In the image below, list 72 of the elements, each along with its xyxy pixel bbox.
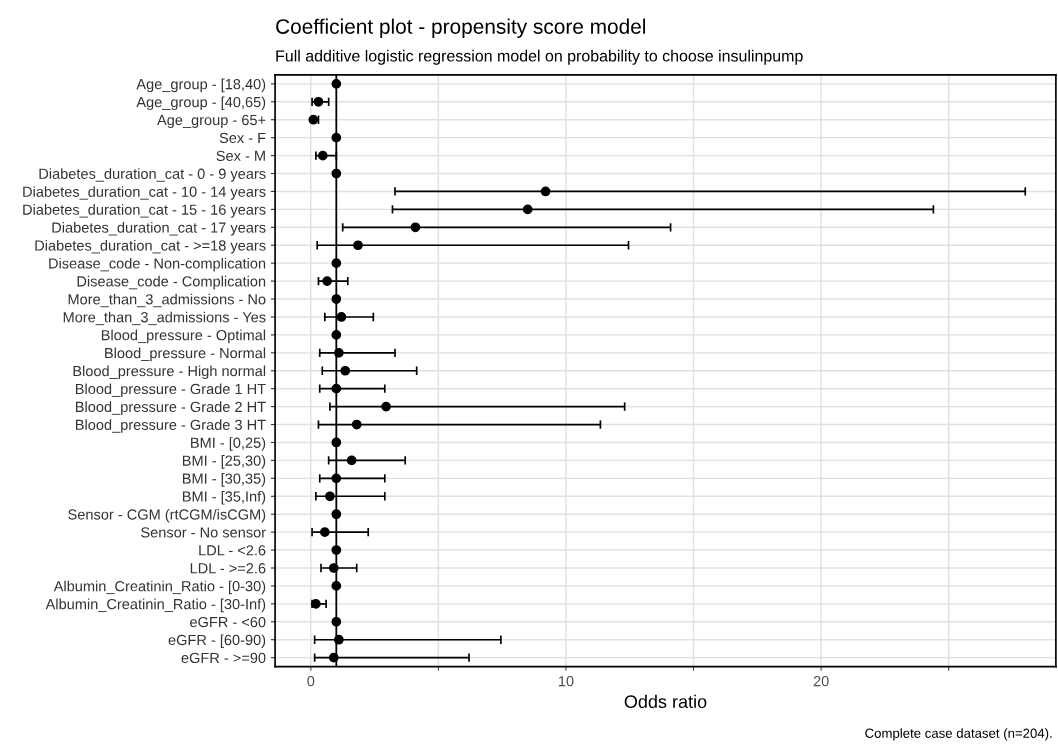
y-tick-label: Sensor - CGM (rtCGM/isCGM) bbox=[68, 508, 266, 523]
y-tick-label: Age_group - [18,40) bbox=[136, 78, 266, 93]
y-tick-label: Diabetes_duration_cat - 0 - 9 years bbox=[39, 168, 266, 182]
point bbox=[331, 473, 342, 484]
point bbox=[331, 168, 342, 179]
y-tick-label: Blood_pressure - Optimal bbox=[101, 329, 266, 344]
y-tick-label: Blood_pressure - Normal bbox=[105, 347, 266, 362]
point bbox=[331, 581, 342, 591]
y-tick-label: BMI - [0,25) bbox=[191, 437, 266, 451]
y-tick-label: Sex - F bbox=[219, 132, 266, 144]
y-tick-label: BMI - [30,35) bbox=[182, 473, 266, 487]
y-tick-label: Age_group - 65+ bbox=[157, 114, 266, 129]
y-tick-label: Diabetes_duration_cat - 10 - 14 years bbox=[23, 186, 266, 200]
y-tick-label: BMI - [35,Inf) bbox=[182, 490, 266, 505]
y-tick-label: Disease_code - Complication bbox=[77, 275, 266, 290]
y-tick-label: LDL - <2.6 bbox=[199, 545, 266, 556]
point bbox=[331, 509, 342, 520]
y-tick-label: More_than_3_admissions - No bbox=[68, 293, 266, 308]
chart-subtitle: Full additive logistic regression model on probability to choose insulinpump bbox=[276, 49, 803, 65]
point bbox=[331, 294, 342, 304]
y-tick-label: More_than_3_admissions - Yes bbox=[63, 311, 266, 326]
point bbox=[522, 204, 533, 215]
y-tick-label: eGFR - [60-90) bbox=[168, 634, 266, 649]
y-tick-label: Blood_pressure - High normal bbox=[73, 365, 266, 380]
point bbox=[328, 652, 339, 663]
point bbox=[331, 383, 342, 394]
y-tick-label: Blood_pressure - Grade 3 HT bbox=[75, 419, 266, 433]
point bbox=[328, 563, 339, 573]
y-tick-label: Blood_pressure - Grade 1 HT bbox=[75, 383, 266, 397]
point bbox=[331, 616, 342, 627]
point bbox=[325, 491, 335, 502]
point bbox=[331, 258, 342, 269]
x-tick-label: 20 bbox=[813, 676, 829, 687]
point bbox=[313, 96, 324, 107]
y-tick-label: Diabetes_duration_cat - 17 years bbox=[52, 222, 266, 236]
point bbox=[322, 276, 332, 286]
point bbox=[381, 401, 391, 412]
y-tick-label: LDL - >=2.6 bbox=[190, 563, 266, 574]
point bbox=[331, 545, 342, 555]
x-axis-title: Odds ratio bbox=[624, 694, 707, 709]
point bbox=[331, 79, 342, 89]
y-tick-label: Albumin_Creatinin_Ratio - [30-Inf) bbox=[45, 598, 266, 613]
point bbox=[334, 347, 344, 358]
point bbox=[334, 634, 344, 645]
point bbox=[353, 240, 363, 251]
y-tick-label: eGFR - <60 bbox=[190, 616, 266, 628]
point bbox=[336, 312, 347, 322]
point bbox=[340, 365, 351, 376]
point bbox=[319, 527, 330, 537]
text: Complete case dataset (n=204). bbox=[865, 728, 1052, 741]
y-tick-label: Disease_code - Non-complication bbox=[49, 257, 266, 272]
y-tick-label: Sensor - No sensor bbox=[141, 527, 266, 538]
point bbox=[311, 598, 321, 609]
point bbox=[410, 222, 421, 233]
chart-title: Coefficient plot - propensity score model bbox=[276, 18, 646, 39]
y-tick-label: BMI - [25,30) bbox=[182, 455, 266, 469]
point bbox=[331, 437, 342, 448]
point bbox=[331, 330, 342, 340]
y-tick-label: Sex - M bbox=[216, 150, 265, 162]
point bbox=[346, 455, 357, 466]
y-tick-label: Diabetes_duration_cat - 15 - 16 years bbox=[23, 204, 266, 218]
y-tick-label: Age_group - [40,65) bbox=[136, 96, 266, 111]
point bbox=[540, 186, 551, 197]
y-tick-label: eGFR - >=90 bbox=[181, 652, 266, 664]
point bbox=[331, 132, 342, 143]
point bbox=[317, 150, 328, 161]
point bbox=[351, 419, 362, 430]
y-tick-label: Albumin_Creatinin_Ratio - [0-30) bbox=[53, 580, 266, 595]
x-tick-label: 0 bbox=[307, 676, 315, 687]
x-tick-label: 10 bbox=[558, 676, 574, 687]
y-tick-label: Blood_pressure - Grade 2 HT bbox=[75, 401, 266, 415]
y-tick-label: Diabetes_duration_cat - >=18 years bbox=[35, 239, 266, 254]
